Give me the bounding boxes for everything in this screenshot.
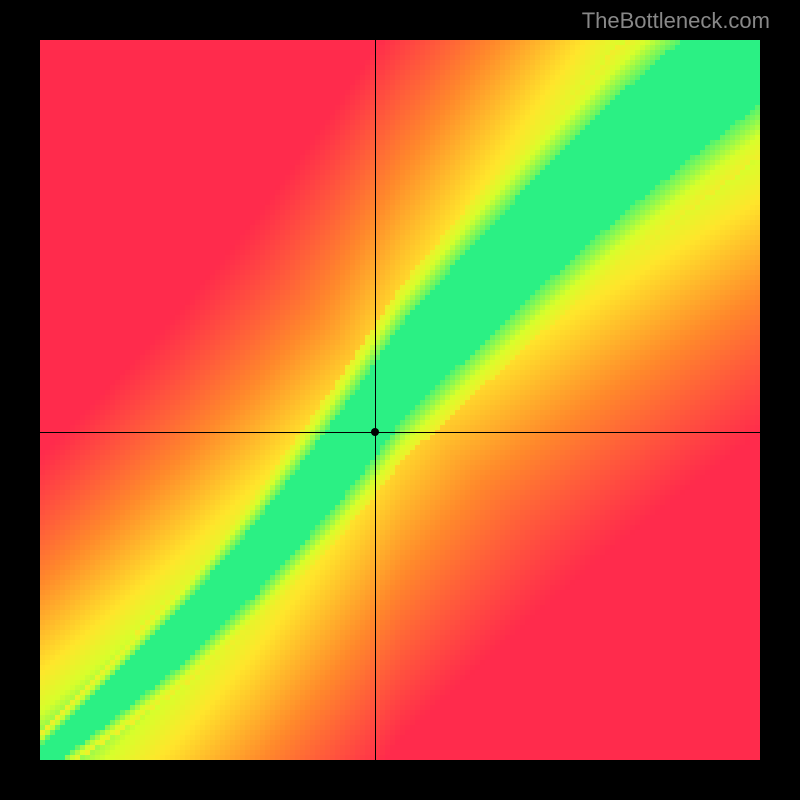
watermark-text: TheBottleneck.com (582, 8, 770, 34)
crosshair-horizontal (40, 432, 760, 433)
crosshair-vertical (375, 40, 376, 760)
heatmap-plot (40, 40, 760, 760)
marker-dot (371, 428, 379, 436)
heatmap-canvas (40, 40, 760, 760)
